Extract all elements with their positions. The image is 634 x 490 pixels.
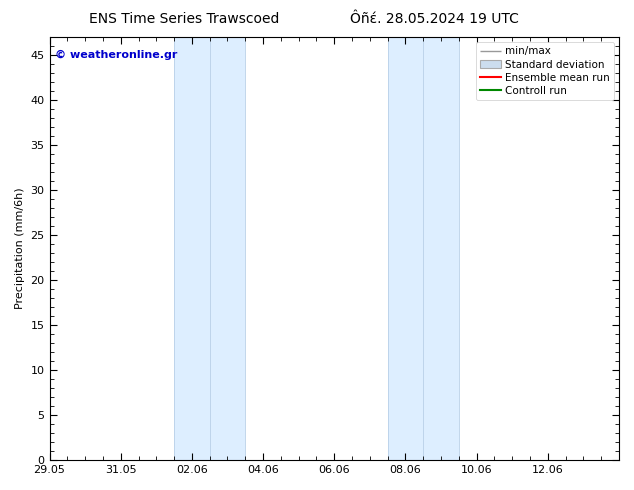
Legend: min/max, Standard deviation, Ensemble mean run, Controll run: min/max, Standard deviation, Ensemble me…: [476, 42, 614, 100]
Text: © weatheronline.gr: © weatheronline.gr: [55, 50, 178, 60]
Y-axis label: Precipitation (mm/6h): Precipitation (mm/6h): [15, 188, 25, 309]
Text: Ôñέ. 28.05.2024 19 UTC: Ôñέ. 28.05.2024 19 UTC: [350, 12, 519, 26]
Bar: [174, 37, 245, 460]
Text: ENS Time Series Trawscoed: ENS Time Series Trawscoed: [89, 12, 279, 26]
Bar: [387, 37, 459, 460]
